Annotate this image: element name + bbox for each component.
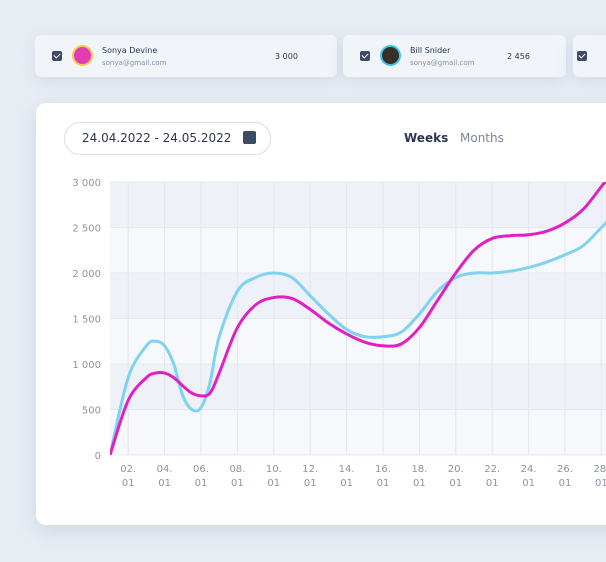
band bbox=[110, 182, 606, 228]
user-email: sonya@gmail.com bbox=[102, 59, 167, 67]
x-tick-label: 01 bbox=[377, 478, 390, 489]
x-tick-label: 18. bbox=[411, 464, 427, 475]
x-tick-label: 24. bbox=[521, 464, 537, 475]
checkbox[interactable] bbox=[577, 51, 587, 61]
x-tick-label: 01 bbox=[595, 478, 606, 489]
x-tick-label: 02. bbox=[120, 464, 136, 475]
line-series bbox=[110, 220, 606, 455]
x-tick-label: 20. bbox=[448, 464, 464, 475]
user-card[interactable] bbox=[573, 35, 606, 77]
y-tick-label: 2 000 bbox=[72, 269, 101, 280]
band bbox=[110, 409, 606, 455]
x-tick-label: 22. bbox=[484, 464, 500, 475]
x-tick-label: 01 bbox=[231, 478, 244, 489]
user-name: Sonya Devine bbox=[102, 46, 158, 55]
avatar bbox=[380, 45, 401, 66]
x-tick-label: 01 bbox=[522, 478, 535, 489]
x-tick-label: 01 bbox=[195, 478, 208, 489]
x-tick-label: 01 bbox=[413, 478, 426, 489]
x-tick-label: 01 bbox=[304, 478, 317, 489]
x-tick-label: 01 bbox=[158, 478, 171, 489]
user-amount: 2 456 bbox=[507, 52, 530, 61]
y-tick-label: 0 bbox=[95, 451, 101, 462]
x-tick-label: 26. bbox=[557, 464, 573, 475]
calendar-icon bbox=[243, 131, 256, 144]
user-amount: 3 000 bbox=[275, 52, 298, 61]
line-series bbox=[110, 182, 606, 455]
x-tick-label: 01 bbox=[340, 478, 353, 489]
avatar bbox=[72, 45, 93, 66]
band bbox=[110, 364, 606, 410]
x-tick-label: 16. bbox=[375, 464, 391, 475]
x-tick-label: 08. bbox=[229, 464, 245, 475]
x-tick-label: 10. bbox=[266, 464, 282, 475]
date-range: 24.04.2022 - 24.05.2022 bbox=[82, 131, 232, 145]
y-tick-label: 3 000 bbox=[72, 178, 101, 189]
checkbox[interactable] bbox=[360, 51, 370, 61]
tab-months[interactable]: Months bbox=[460, 131, 504, 145]
x-tick-label: 01 bbox=[486, 478, 499, 489]
user-name: Bill Snider bbox=[410, 46, 451, 55]
x-tick-label: 06. bbox=[193, 464, 209, 475]
date-picker[interactable]: 24.04.2022 - 24.05.2022 bbox=[64, 122, 271, 155]
tab-weeks[interactable]: Weeks bbox=[404, 131, 449, 145]
x-tick-label: 01 bbox=[449, 478, 462, 489]
x-tick-label: 28. bbox=[593, 464, 606, 475]
x-tick-label: 04. bbox=[157, 464, 173, 475]
y-tick-label: 2 500 bbox=[72, 224, 101, 235]
user-email: sonya@gmail.com bbox=[410, 59, 475, 67]
x-tick-label: 01 bbox=[559, 478, 572, 489]
band bbox=[110, 318, 606, 364]
x-tick-label: 14. bbox=[339, 464, 355, 475]
user-card[interactable]: Bill Snider sonya@gmail.com 2 456 bbox=[343, 35, 566, 77]
x-tick-label: 01 bbox=[122, 478, 135, 489]
band bbox=[110, 273, 606, 319]
user-card[interactable]: Sonya Devine sonya@gmail.com 3 000 bbox=[35, 35, 337, 77]
x-tick-label: 12. bbox=[302, 464, 318, 475]
y-tick-label: 1 500 bbox=[72, 315, 101, 326]
y-tick-label: 500 bbox=[82, 406, 101, 417]
y-tick-label: 1 000 bbox=[72, 360, 101, 371]
x-tick-label: 01 bbox=[267, 478, 280, 489]
checkbox[interactable] bbox=[52, 51, 62, 61]
